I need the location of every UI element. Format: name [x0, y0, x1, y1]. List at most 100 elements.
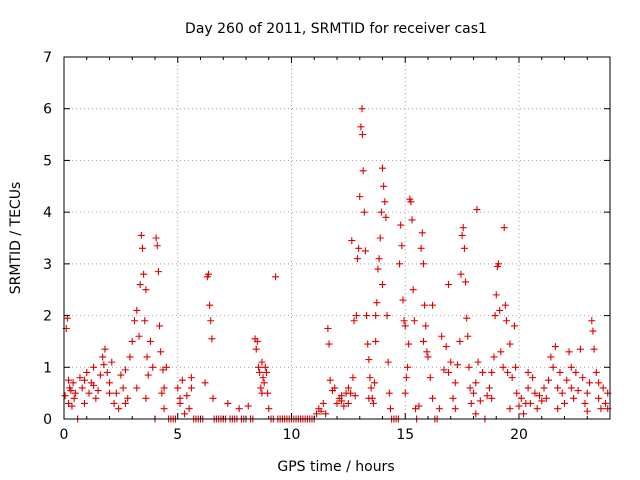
data-point	[485, 384, 493, 392]
data-point	[419, 260, 427, 268]
data-point	[103, 368, 111, 376]
data-point	[119, 384, 127, 392]
data-point	[451, 405, 459, 413]
data-point	[331, 384, 339, 392]
data-point	[421, 301, 429, 309]
data-point	[380, 182, 388, 190]
data-point	[256, 368, 264, 376]
data-point	[524, 368, 532, 376]
data-point	[201, 379, 209, 387]
data-point	[375, 255, 383, 263]
data-point	[512, 363, 520, 371]
y-tick-label: 2	[43, 309, 52, 325]
data-point	[206, 301, 214, 309]
data-point	[531, 389, 539, 397]
data-point	[355, 244, 363, 252]
data-point	[187, 384, 195, 392]
data-point	[526, 399, 534, 407]
data-point	[176, 394, 184, 402]
data-point	[358, 131, 366, 139]
data-point	[422, 322, 430, 330]
data-point	[589, 327, 597, 335]
data-point	[502, 317, 510, 325]
data-point	[80, 376, 88, 384]
data-point	[454, 361, 462, 369]
data-point	[398, 242, 406, 250]
data-point	[94, 387, 102, 395]
data-point	[429, 301, 437, 309]
data-point	[344, 399, 352, 407]
data-point	[140, 270, 148, 278]
data-point	[524, 384, 532, 392]
data-point	[371, 379, 379, 387]
data-point	[187, 374, 195, 382]
chart-title: Day 260 of 2011, SRMTID for receiver cas…	[185, 21, 487, 37]
data-point	[418, 229, 426, 237]
data-point	[449, 394, 457, 402]
data-point	[510, 322, 518, 330]
data-point	[70, 394, 78, 402]
data-point	[85, 389, 93, 397]
data-point	[319, 399, 327, 407]
data-point	[409, 286, 417, 294]
tick-labels: 0 5 10 15 20 0 1 2 3 4 5 6 7	[43, 50, 528, 443]
axis-ticks	[63, 56, 611, 420]
data-point	[400, 317, 408, 325]
data-point	[121, 366, 129, 374]
data-point	[138, 244, 146, 252]
data-point	[224, 399, 232, 407]
x-tick-label: 0	[60, 427, 69, 443]
data-point	[374, 265, 382, 273]
data-point	[538, 397, 546, 405]
data-point	[542, 394, 550, 402]
data-point	[574, 387, 582, 395]
data-point	[497, 348, 505, 356]
data-point	[69, 379, 77, 387]
data-point	[423, 348, 431, 356]
x-tick-label: 15	[396, 427, 414, 443]
data-point	[257, 384, 265, 392]
y-tick-label: 7	[43, 50, 52, 66]
data-point	[144, 371, 152, 379]
data-point	[99, 353, 107, 361]
data-point	[90, 381, 98, 389]
data-point	[162, 363, 170, 371]
data-point	[496, 306, 504, 314]
data-point	[262, 368, 270, 376]
data-point	[460, 244, 468, 252]
data-point	[153, 242, 161, 250]
data-point	[517, 394, 525, 402]
data-point	[325, 340, 333, 348]
plot-frame	[63, 56, 611, 420]
data-point	[68, 402, 76, 410]
data-point	[402, 374, 410, 382]
data-point	[442, 343, 450, 351]
data-point	[322, 410, 330, 418]
data-point	[112, 389, 120, 397]
data-point	[556, 368, 564, 376]
data-point	[579, 374, 587, 382]
data-point	[372, 312, 380, 320]
data-point	[373, 299, 381, 307]
y-tick-label: 3	[43, 257, 52, 273]
data-point	[483, 392, 491, 400]
data-point	[463, 314, 471, 322]
data-point	[313, 410, 321, 418]
data-point	[235, 405, 243, 413]
data-point	[110, 399, 118, 407]
data-point	[384, 358, 392, 366]
data-point	[515, 402, 523, 410]
data-point	[429, 394, 437, 402]
data-point	[67, 387, 75, 395]
data-point	[181, 410, 189, 418]
data-point	[258, 358, 266, 366]
data-point	[533, 405, 541, 413]
data-point	[352, 312, 360, 320]
data-point	[333, 399, 341, 407]
data-point	[146, 337, 154, 345]
data-point	[438, 332, 446, 340]
data-point	[372, 337, 380, 345]
y-tick-label: 0	[43, 412, 52, 428]
data-point	[353, 255, 361, 263]
data-point	[365, 356, 373, 364]
